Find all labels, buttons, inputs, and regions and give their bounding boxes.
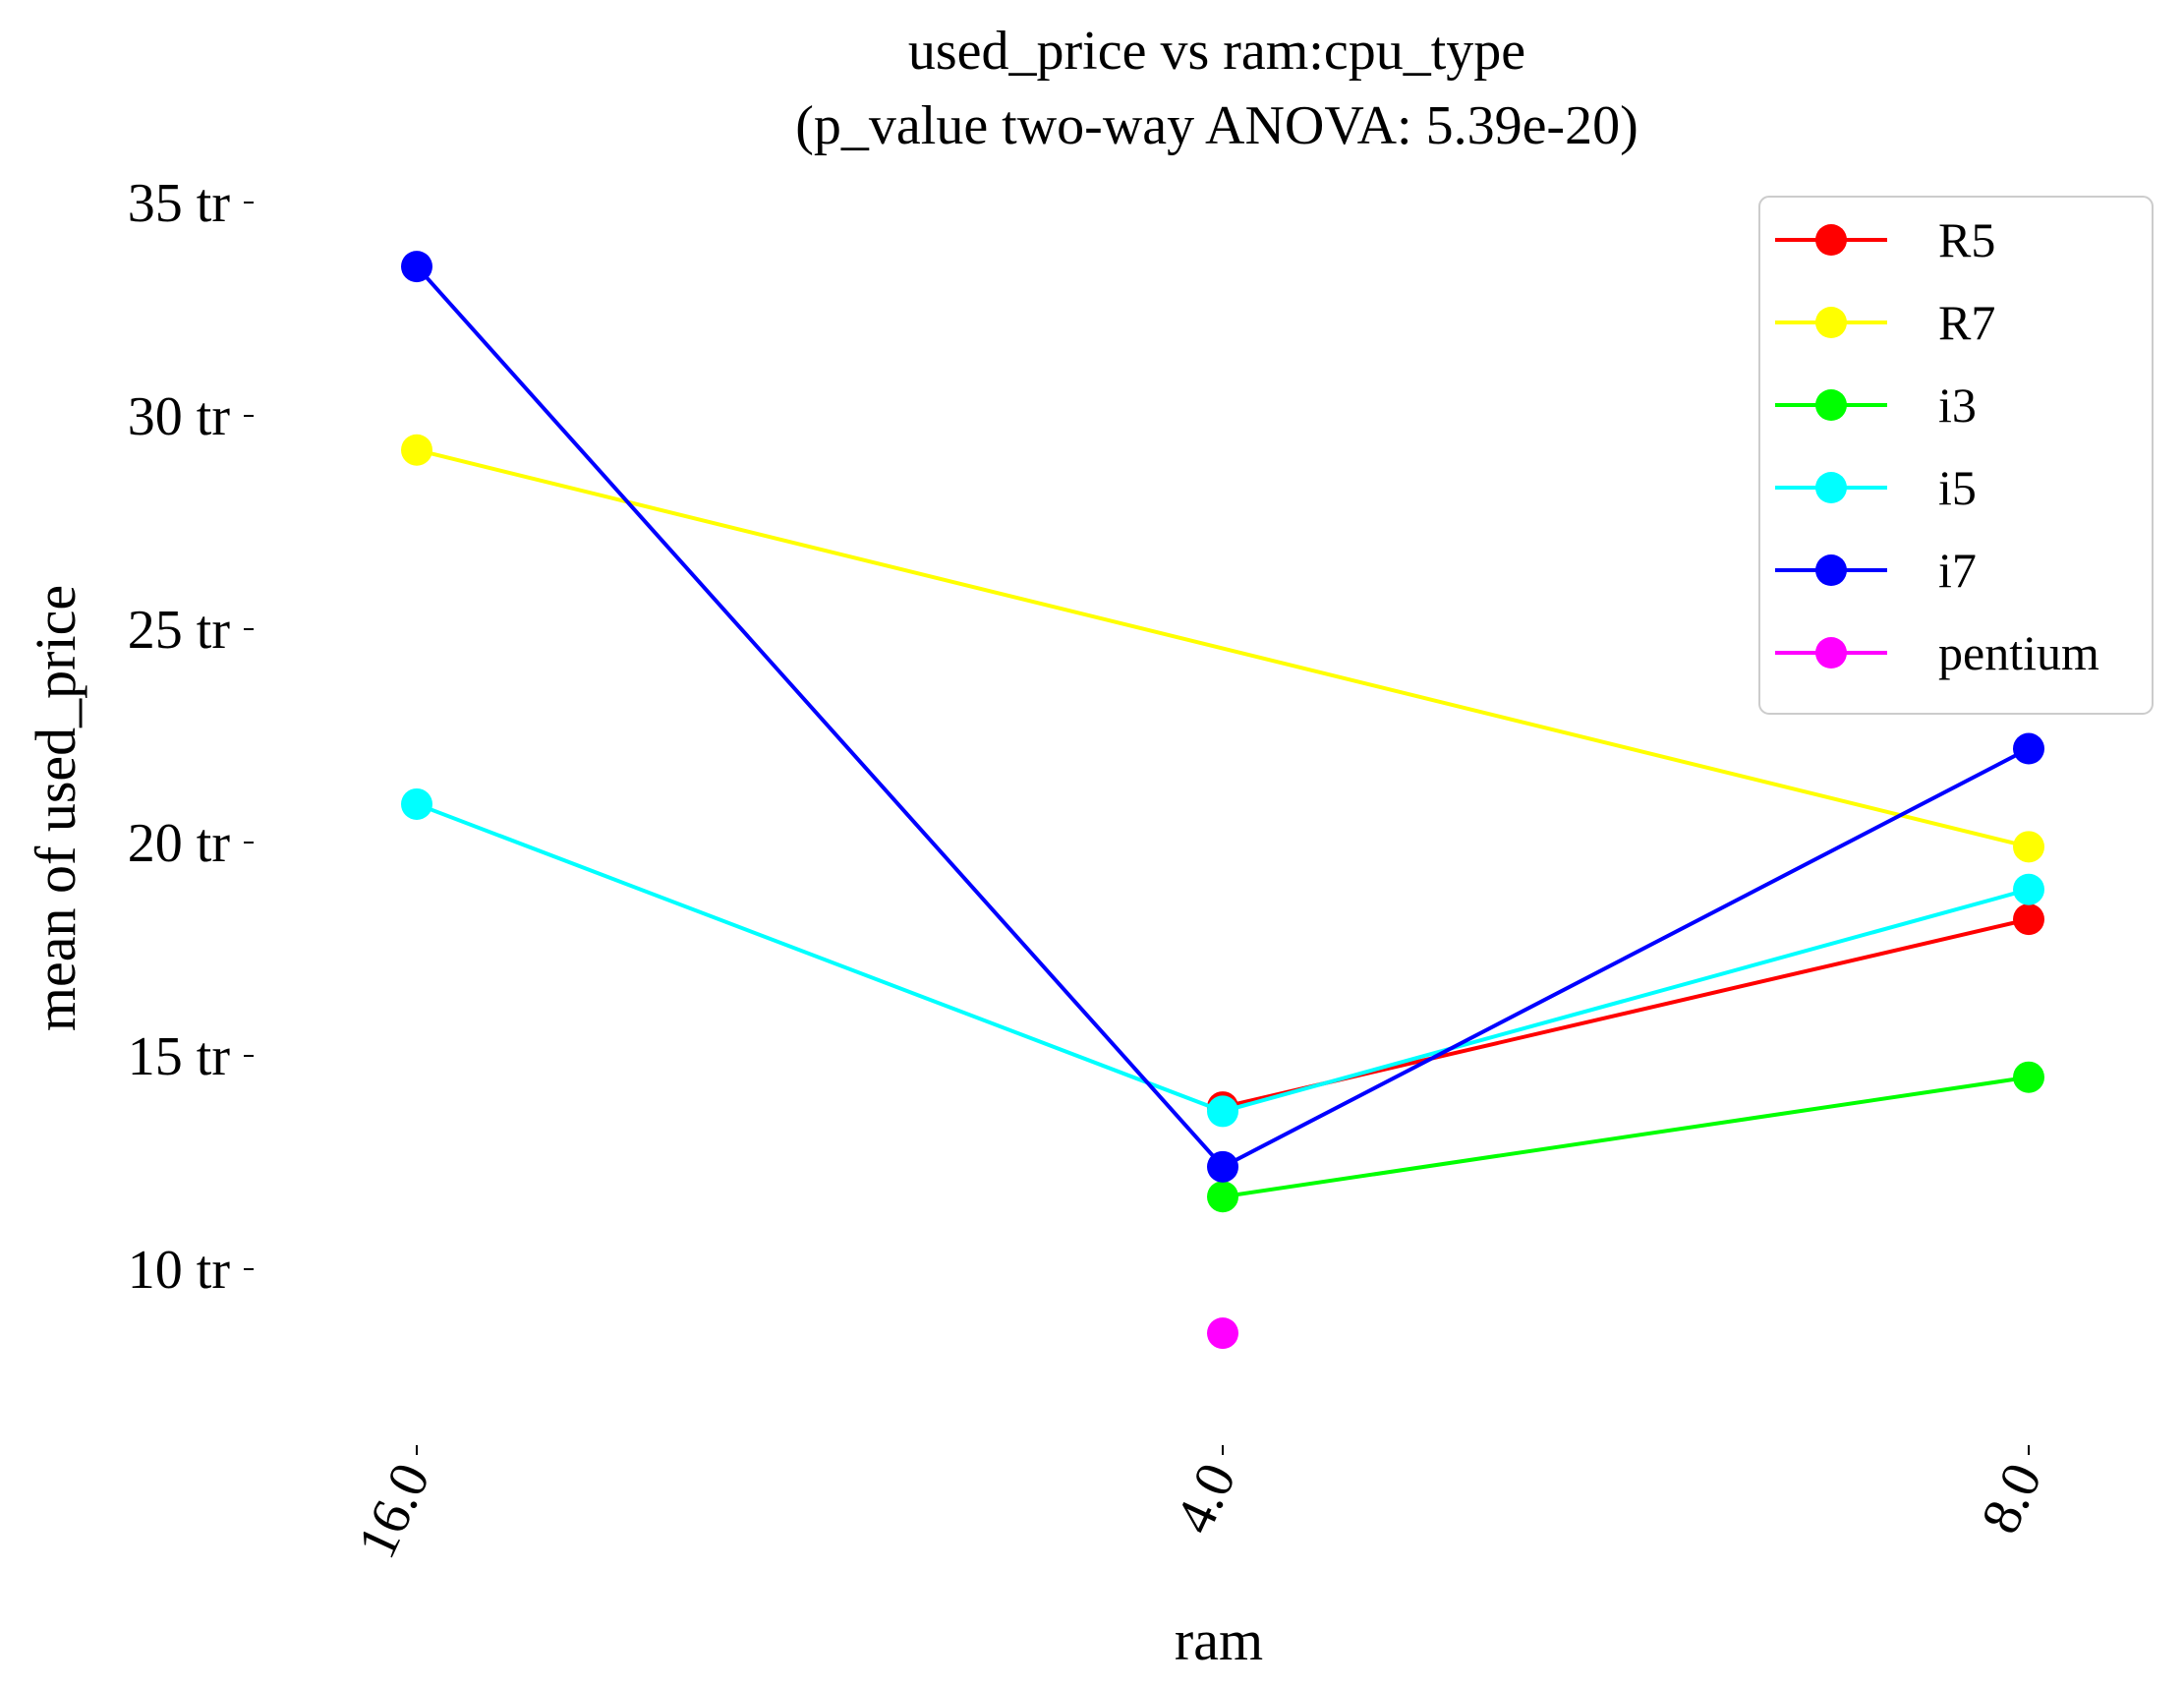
chart-title: used_price vs ram:cpu_type	[908, 21, 1525, 82]
legend-label: i5	[1938, 460, 1977, 515]
series-i5	[401, 787, 2044, 1128]
x-tick-label: 4.0	[1164, 1454, 1248, 1542]
data-point	[401, 251, 432, 283]
series-r5	[1207, 903, 2044, 1124]
series-line	[1222, 1075, 2030, 1199]
legend-marker	[1815, 637, 1847, 669]
data-point	[401, 434, 432, 466]
legend-item-i3: i3	[1775, 378, 1977, 433]
legend-label: pentium	[1938, 625, 2099, 680]
legend-item-r5: R5	[1775, 212, 1995, 267]
x-tick-label: 16.0	[346, 1454, 442, 1567]
y-axis: 10 tr 15 tr 20 tr 25 tr 30 tr 35 tr	[128, 173, 254, 1301]
y-tick-label: 20 tr	[128, 813, 231, 874]
plot-series	[401, 251, 2044, 1350]
data-point	[1207, 1181, 1238, 1213]
x-axis-label: ram	[1175, 1608, 1263, 1672]
legend-label: R7	[1938, 295, 1995, 350]
chart-subtitle: (p_value two-way ANOVA: 5.39e-20)	[795, 95, 1638, 156]
data-point	[1207, 1095, 1238, 1128]
series-line	[416, 802, 2030, 1114]
legend: R5 R7 i3 i5 i7 pentium	[1758, 196, 2154, 715]
y-tick-label: 25 tr	[128, 600, 231, 661]
data-point	[2013, 732, 2044, 765]
legend-marker	[1815, 554, 1847, 586]
data-point	[401, 787, 432, 820]
x-tick-label: 8.0	[1970, 1454, 2054, 1542]
legend-label: i7	[1938, 543, 1977, 598]
data-point	[2013, 831, 2044, 863]
legend-label: R5	[1938, 212, 1995, 267]
data-point	[2013, 873, 2044, 905]
legend-label: i3	[1938, 378, 1977, 433]
legend-marker	[1815, 307, 1847, 338]
y-tick-label: 35 tr	[128, 173, 231, 234]
y-tick-label: 15 tr	[128, 1026, 231, 1087]
y-tick-label: 30 tr	[128, 386, 231, 447]
legend-item-pentium: pentium	[1775, 625, 2099, 680]
y-axis-label: mean of used_price	[24, 585, 87, 1031]
data-point	[1207, 1150, 1238, 1183]
series-pentium	[1207, 1317, 1238, 1350]
data-point	[2013, 1061, 2044, 1093]
series-i3	[1207, 1061, 2044, 1213]
series-line	[416, 447, 2030, 849]
legend-marker	[1815, 224, 1847, 256]
data-point	[1207, 1317, 1238, 1350]
y-tick-label: 10 tr	[128, 1240, 231, 1301]
x-axis: 16.0 4.0 8.0	[346, 1445, 2054, 1567]
legend-item-i7: i7	[1775, 543, 1977, 598]
data-point	[2013, 903, 2044, 936]
legend-item-r7: R7	[1775, 295, 1995, 350]
legend-box	[1758, 196, 2154, 715]
legend-marker	[1815, 472, 1847, 503]
legend-marker	[1815, 389, 1847, 421]
legend-item-i5: i5	[1775, 460, 1977, 515]
series-r7	[401, 434, 2044, 863]
series-i7	[401, 251, 2044, 1183]
